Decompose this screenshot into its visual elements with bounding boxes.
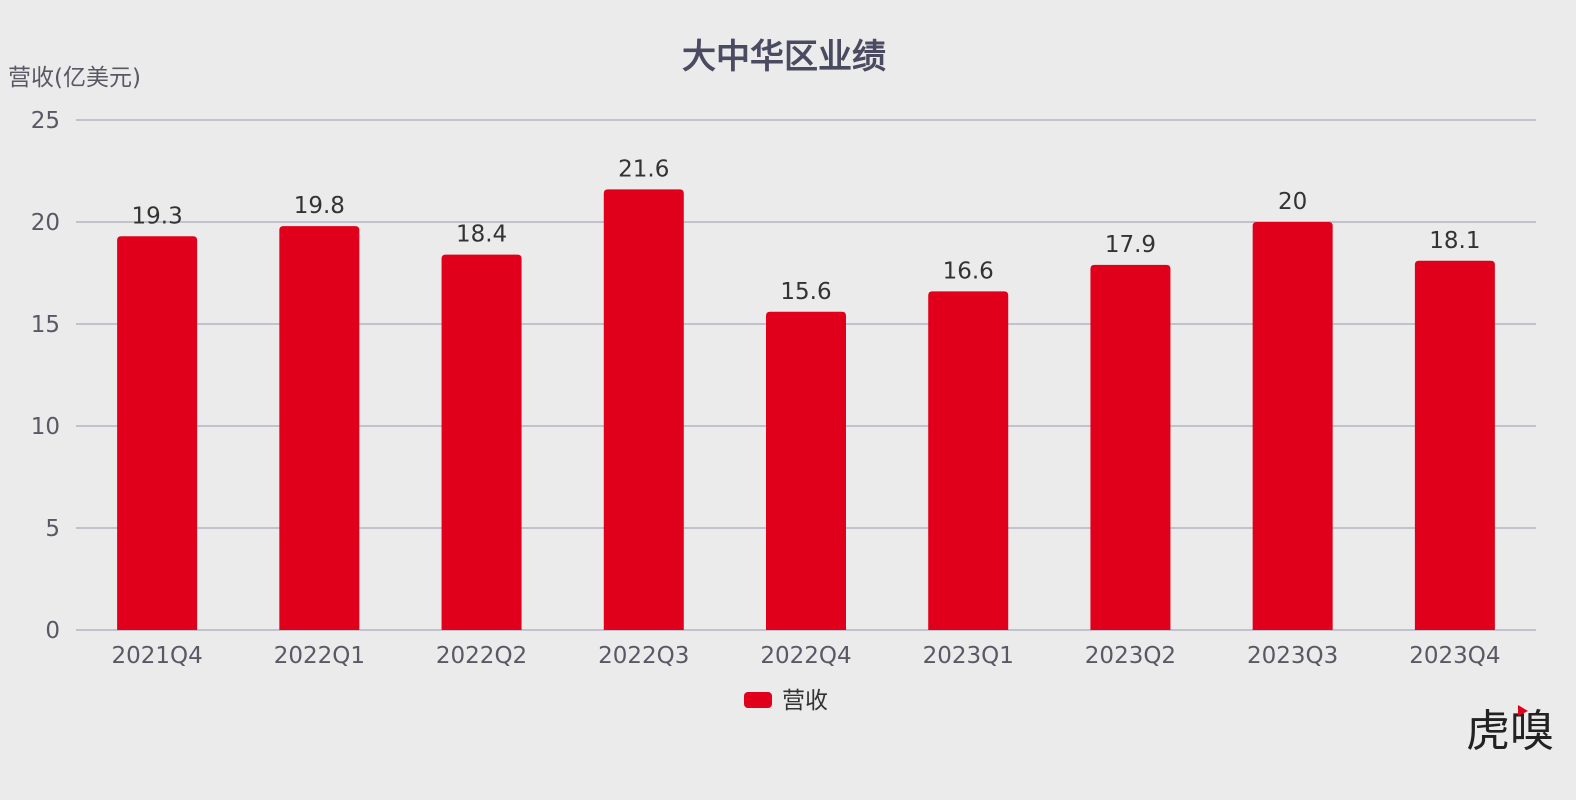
- x-tick-label-2023Q4: 2023Q4: [1409, 643, 1500, 669]
- watermark-text: 虎嗅: [1466, 706, 1554, 757]
- value-label-2023Q3: 20: [1278, 189, 1307, 215]
- y-tick-labels: 0 5 10 15 20 25: [31, 108, 60, 644]
- y-tick-label: 20: [31, 210, 60, 236]
- legend-label: 营收: [782, 688, 828, 714]
- value-label-2022Q3: 21.6: [618, 156, 669, 182]
- bars: [117, 189, 1495, 631]
- y-axis-label: 营收(亿美元): [8, 65, 141, 91]
- bar-2021Q4: [117, 236, 198, 630]
- value-label-2022Q1: 19.8: [294, 193, 345, 219]
- x-tick-label-2023Q3: 2023Q3: [1247, 643, 1338, 669]
- x-tick-label-2022Q3: 2022Q3: [598, 643, 689, 669]
- value-label-2022Q4: 15.6: [780, 279, 831, 305]
- y-tick-label: 5: [45, 516, 60, 542]
- legend-swatch: [744, 692, 772, 708]
- bar-2023Q4: [1414, 260, 1495, 630]
- x-tick-label-2023Q1: 2023Q1: [923, 643, 1014, 669]
- value-label-2023Q1: 16.6: [943, 258, 994, 284]
- value-label-2023Q4: 18.1: [1429, 228, 1480, 254]
- bar-2022Q1: [279, 226, 360, 630]
- y-tick-label: 0: [45, 618, 60, 644]
- x-tick-labels: 2021Q4 2022Q1 2022Q2 2022Q3 2022Q4 2023Q1 2023…: [111, 643, 1500, 669]
- value-label-2022Q2: 18.4: [456, 222, 507, 248]
- bar-2023Q3: [1252, 222, 1333, 630]
- y-tick-label: 25: [31, 108, 60, 134]
- chart-title: 大中华区业绩: [682, 37, 886, 77]
- x-tick-label-2023Q2: 2023Q2: [1085, 643, 1176, 669]
- huxiu-logo: 虎嗅: [1466, 705, 1554, 757]
- bar-2022Q2: [441, 254, 522, 630]
- value-label-2021Q4: 19.3: [132, 203, 183, 229]
- bar-2022Q3: [603, 189, 684, 631]
- x-tick-label-2022Q4: 2022Q4: [760, 643, 851, 669]
- bar-2022Q4: [766, 311, 846, 630]
- bar-2023Q1: [928, 291, 1009, 630]
- value-label-2023Q2: 17.9: [1105, 232, 1156, 258]
- watermark-accent-icon: [1518, 705, 1528, 716]
- y-tick-label: 15: [31, 312, 60, 338]
- value-labels: 19.3 19.8 18.4 21.6 15.6 16.6 17.9 20 18.1: [132, 156, 1481, 304]
- x-tick-label-2021Q4: 2021Q4: [111, 643, 202, 669]
- y-tick-label: 10: [31, 414, 60, 440]
- legend: 营收: [744, 688, 828, 714]
- x-tick-label-2022Q2: 2022Q2: [436, 643, 527, 669]
- x-tick-label-2022Q1: 2022Q1: [274, 643, 365, 669]
- bar-2023Q2: [1090, 264, 1171, 630]
